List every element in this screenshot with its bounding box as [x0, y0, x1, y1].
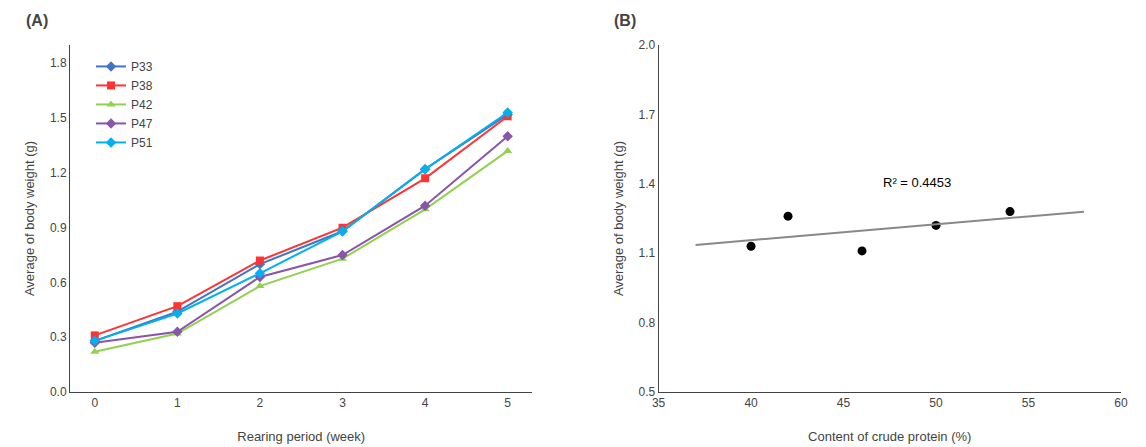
svg-text:4: 4: [422, 396, 429, 410]
svg-text:0.0: 0.0: [50, 385, 67, 399]
svg-text:P42: P42: [131, 98, 153, 112]
svg-text:0.8: 0.8: [638, 316, 655, 330]
svg-text:P51: P51: [131, 136, 153, 150]
svg-text:(A): (A): [26, 12, 48, 29]
svg-text:2: 2: [257, 396, 264, 410]
svg-text:0.6: 0.6: [50, 276, 67, 290]
svg-text:0.3: 0.3: [50, 330, 67, 344]
svg-text:0.5: 0.5: [638, 385, 655, 399]
svg-text:5: 5: [504, 396, 511, 410]
svg-text:(B): (B): [614, 12, 636, 29]
svg-text:1.8: 1.8: [50, 56, 67, 70]
svg-text:1.5: 1.5: [50, 111, 67, 125]
svg-text:1.7: 1.7: [638, 108, 655, 122]
svg-text:55: 55: [1022, 396, 1036, 410]
svg-text:P33: P33: [131, 60, 153, 74]
svg-text:45: 45: [837, 396, 851, 410]
svg-text:Rearing period (week): Rearing period (week): [237, 429, 365, 444]
svg-text:R² = 0.4453: R² = 0.4453: [883, 175, 951, 190]
svg-text:0: 0: [91, 396, 98, 410]
svg-text:35: 35: [652, 396, 666, 410]
svg-text:2.0: 2.0: [638, 38, 655, 52]
svg-text:1.4: 1.4: [638, 177, 655, 191]
svg-text:40: 40: [744, 396, 758, 410]
svg-text:1.1: 1.1: [638, 246, 655, 260]
svg-text:Content of crude protein (%): Content of crude protein (%): [808, 429, 971, 444]
svg-text:1.2: 1.2: [50, 166, 67, 180]
svg-text:1: 1: [174, 396, 181, 410]
svg-text:0.9: 0.9: [50, 221, 67, 235]
svg-text:Average of body weight (g): Average of body weight (g): [611, 141, 626, 296]
svg-text:Average of body weight (g): Average of body weight (g): [22, 141, 37, 296]
svg-text:60: 60: [1114, 396, 1128, 410]
svg-text:3: 3: [339, 396, 346, 410]
svg-text:P47: P47: [131, 117, 153, 131]
svg-text:P38: P38: [131, 79, 153, 93]
svg-text:50: 50: [929, 396, 943, 410]
